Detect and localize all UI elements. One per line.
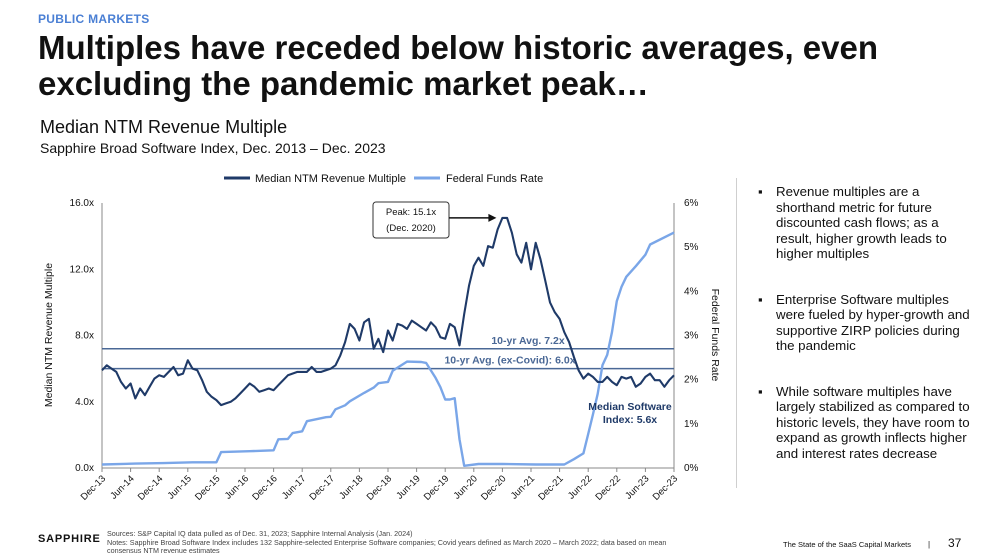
company-logo: SAPPHIRE	[38, 533, 101, 545]
page-title: Multiples have receded below historic av…	[38, 29, 879, 102]
x-tick-label: Dec-21	[536, 473, 565, 502]
reference-line-label: 10-yr Avg. 7.2x	[491, 335, 565, 347]
chart-title: Median NTM Revenue Multiple	[40, 117, 288, 137]
x-tick-label: Jun-23	[623, 473, 651, 501]
footnotes: Sources: S&P Capital IQ data pulled as o…	[107, 529, 677, 556]
x-tick-label: Dec-20	[479, 473, 508, 502]
commentary-item: While software multiples have largely st…	[758, 384, 973, 462]
annotations: Peak: 15.1x (Dec. 2020) Median SoftwareInd…	[372, 201, 672, 426]
x-tick-label: Dec-19	[422, 473, 451, 502]
x-tick-label: Jun-18	[337, 473, 365, 501]
page-number: 37	[948, 536, 962, 550]
end-label-line2: Index: 5.6x	[603, 414, 657, 426]
legend: Median NTM Revenue Multiple Federal Fund…	[224, 173, 543, 185]
series-line-median-ntm-multiple	[101, 216, 675, 407]
peak-callout-line2: (Dec. 2020)	[386, 223, 436, 234]
commentary-item: Enterprise Software multiples were fuele…	[758, 292, 973, 354]
x-tick-label: Dec-23	[651, 473, 680, 502]
footnote-notes: Notes: Sapphire Broad Software Index inc…	[107, 537, 667, 556]
y-tick-label: 8.0x	[75, 331, 94, 342]
y-tick-label-right: 0%	[684, 463, 699, 474]
x-tick-label: Jun-20	[452, 473, 480, 501]
y-tick-label-right: 1%	[684, 419, 699, 430]
sidebar-divider	[736, 178, 737, 488]
peak-callout-line1: Peak: 15.1x	[386, 207, 436, 218]
y-axis-title-left: Median NTM Revenue Multiple	[43, 263, 55, 407]
footer-separator: |	[928, 540, 931, 549]
x-tick-label: Dec-13	[79, 473, 108, 502]
deck-title: The State of the SaaS Capital Markets	[783, 540, 911, 549]
x-tick-label: Dec-16	[250, 473, 279, 502]
series-line-federal-funds-rate	[101, 231, 675, 467]
peak-arrow-head	[488, 213, 497, 222]
x-tick-label: Jun-21	[509, 473, 537, 501]
y-tick-label-right: 5%	[684, 242, 699, 253]
x-tick-label: Jun-15	[166, 473, 194, 501]
y-tick-label-right: 4%	[684, 286, 699, 297]
legend-label-rate: Federal Funds Rate	[446, 173, 543, 185]
y-tick-label: 0.0x	[75, 463, 94, 474]
y-tick-label-right: 2%	[684, 375, 699, 386]
x-tick-label: Dec-14	[136, 473, 165, 502]
y-tick-label: 16.0x	[70, 198, 94, 209]
x-tick-label: Jun-14	[108, 473, 136, 501]
x-tick-label: Jun-19	[394, 473, 422, 501]
footnote-sources: Sources: S&P Capital IQ data pulled as o…	[107, 529, 413, 538]
commentary-list: Revenue multiples are a shorthand metric…	[758, 184, 973, 491]
y-tick-label-right: 6%	[684, 198, 699, 209]
x-tick-label: Dec-17	[307, 473, 336, 502]
peak-callout-box	[372, 201, 450, 239]
y-tick-label: 4.0x	[75, 397, 94, 408]
x-tick-label: Jun-22	[566, 473, 594, 501]
x-tick-label: Dec-15	[193, 473, 222, 502]
section-eyebrow: PUBLIC MARKETS	[38, 12, 150, 26]
reference-lines: 10-yr Avg. 7.2x 10-yr Avg. (ex-Covid): 6.…	[102, 335, 674, 370]
y-tick-label: 12.0x	[70, 264, 94, 275]
legend-label-multiple: Median NTM Revenue Multiple	[255, 173, 406, 185]
end-label-line1: Median Software	[588, 401, 672, 413]
reference-line-label: 10-yr Avg. (ex-Covid): 6.0x	[444, 355, 575, 367]
commentary-item: Revenue multiples are a shorthand metric…	[758, 184, 973, 262]
chart-subtitle: Sapphire Broad Software Index, Dec. 2013…	[40, 140, 386, 156]
x-tick-label: Dec-22	[593, 473, 622, 502]
y-axis-title-right: Federal Funds Rate	[709, 289, 721, 382]
x-tick-label: Jun-17	[280, 473, 308, 501]
y-tick-label-right: 3%	[684, 331, 699, 342]
x-tick-label: Jun-16	[223, 473, 251, 501]
x-tick-label: Dec-18	[365, 473, 394, 502]
series-layer	[101, 216, 675, 467]
